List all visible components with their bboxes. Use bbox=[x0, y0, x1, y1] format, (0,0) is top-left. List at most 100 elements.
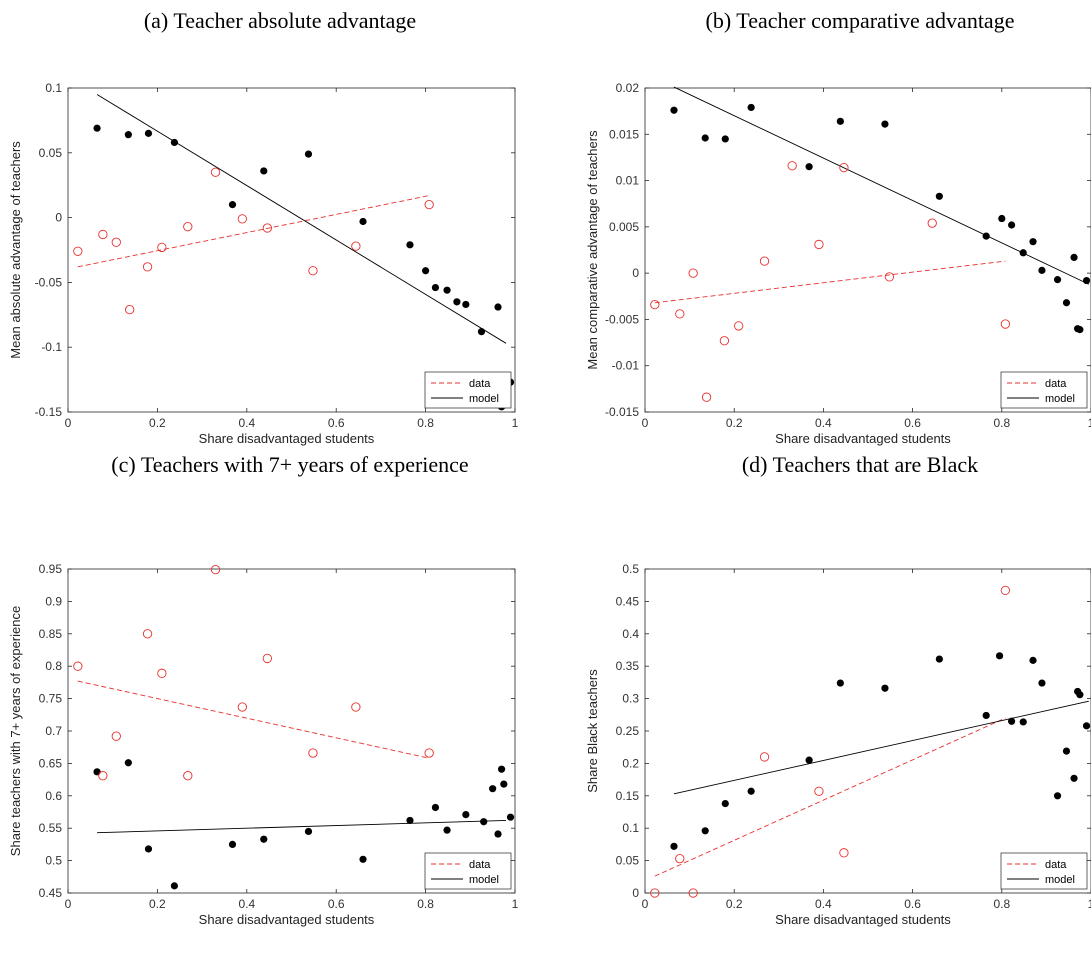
model-point bbox=[1008, 221, 1016, 229]
x-tick-label: 0.8 bbox=[993, 897, 1010, 911]
y-tick-label: 0.1 bbox=[622, 821, 639, 835]
model-point bbox=[359, 217, 367, 226]
y-axis-label: Share teachers with 7+ years of experien… bbox=[8, 606, 23, 856]
y-tick-label: 0 bbox=[55, 211, 62, 225]
x-tick-label: 0.8 bbox=[417, 897, 434, 911]
y-tick-label: 0.45 bbox=[39, 886, 63, 900]
y-tick-label: -0.005 bbox=[605, 312, 639, 326]
panel-c-title: (c) Teachers with 7+ years of experience bbox=[111, 452, 469, 477]
chart-panel-2: 0 0.2 0.4 0.6 0.8 1 0.45 0.5 0.55 0.6 0.65 0.7 0.75 0… bbox=[8, 562, 519, 927]
x-tick-label: 0.4 bbox=[815, 416, 832, 430]
x-tick-label: 0.4 bbox=[238, 416, 255, 430]
model-point bbox=[670, 842, 678, 850]
y-tick-label: 0.8 bbox=[45, 659, 62, 673]
plot-area-border bbox=[644, 87, 1091, 413]
y-tick-label: 0.4 bbox=[622, 627, 639, 641]
data-point bbox=[839, 162, 849, 173]
data-point bbox=[839, 848, 849, 858]
x-tick-label: 0.2 bbox=[149, 416, 166, 430]
y-tick-label: 0.015 bbox=[609, 127, 639, 141]
data-point bbox=[183, 771, 193, 781]
model-point bbox=[93, 124, 101, 132]
model-point bbox=[462, 300, 470, 309]
x-axis-label: Share disadvantaged students bbox=[199, 431, 375, 446]
model-point bbox=[982, 711, 990, 720]
model-point bbox=[935, 655, 943, 663]
model-point bbox=[935, 192, 943, 200]
model-point bbox=[462, 810, 470, 819]
data-fit-line bbox=[77, 680, 430, 759]
data-point bbox=[701, 392, 712, 402]
model-fit-line bbox=[97, 819, 507, 834]
data-point bbox=[351, 702, 361, 712]
y-tick-label: 0.45 bbox=[616, 594, 640, 608]
data-fit-line bbox=[77, 195, 430, 268]
data-fit-line bbox=[654, 260, 1006, 304]
model-point bbox=[1019, 718, 1027, 726]
model-point bbox=[1053, 792, 1062, 800]
model-point bbox=[304, 827, 313, 836]
panel-d-title: (d) Teachers that are Black bbox=[741, 452, 979, 477]
model-point bbox=[670, 106, 678, 114]
y-tick-label: 0.005 bbox=[609, 220, 639, 234]
y-tick-label: 0.9 bbox=[45, 594, 62, 608]
model-point bbox=[747, 787, 755, 795]
y-tick-label: 0.6 bbox=[45, 789, 62, 803]
data-point bbox=[424, 199, 434, 210]
x-axis-label: Share disadvantaged students bbox=[199, 912, 375, 927]
y-axis-label: Mean absolute advantage of teachers bbox=[8, 141, 23, 359]
model-point bbox=[805, 756, 813, 764]
model-point bbox=[1029, 656, 1037, 664]
model-point bbox=[93, 768, 101, 776]
model-point bbox=[144, 129, 153, 137]
y-tick-label: -0.1 bbox=[41, 340, 62, 354]
y-tick-label: 0.5 bbox=[45, 854, 62, 868]
model-fit-line bbox=[673, 86, 1089, 285]
data-point bbox=[157, 668, 167, 678]
model-point bbox=[228, 201, 237, 209]
model-point bbox=[422, 267, 430, 275]
legend-box bbox=[424, 852, 512, 890]
y-tick-label: 0.02 bbox=[616, 81, 640, 95]
x-tick-label: 1 bbox=[1088, 416, 1091, 430]
model-point bbox=[1062, 747, 1071, 755]
model-point bbox=[1070, 253, 1078, 262]
model-point bbox=[721, 799, 729, 808]
chart-panel-0: 0 0.2 0.4 0.6 0.8 1 -0.15 -0.1 -0.05 0 0.05 0.1 Shar… bbox=[8, 81, 519, 446]
data-point bbox=[814, 786, 824, 796]
model-point bbox=[506, 813, 515, 821]
y-tick-label: 0.15 bbox=[616, 789, 640, 803]
legend-data-label: data bbox=[1045, 378, 1067, 390]
data-point bbox=[111, 237, 121, 247]
data-point bbox=[183, 222, 193, 232]
data-point bbox=[73, 661, 83, 671]
x-tick-label: 0.4 bbox=[815, 897, 832, 911]
model-point bbox=[443, 826, 451, 834]
y-tick-label: 0.2 bbox=[622, 756, 639, 770]
x-tick-label: 1 bbox=[512, 416, 519, 430]
chart-panel-3: 0 0.2 0.4 0.6 0.8 1 0 0.05 0.1 0.15 0.2 0.25 0.3 0.35… bbox=[585, 562, 1091, 927]
data-point bbox=[734, 321, 744, 331]
model-point bbox=[144, 845, 153, 853]
y-tick-label: 0.05 bbox=[39, 146, 63, 160]
model-point bbox=[359, 855, 367, 863]
model-point bbox=[721, 135, 729, 143]
model-point bbox=[982, 232, 990, 240]
plot-area-border bbox=[644, 568, 1091, 894]
model-point bbox=[304, 150, 313, 158]
y-tick-label: 0.25 bbox=[616, 724, 640, 738]
x-tick-label: 0.2 bbox=[726, 897, 743, 911]
model-point bbox=[836, 117, 844, 125]
plot-area-border bbox=[67, 568, 516, 894]
data-point bbox=[111, 731, 121, 741]
data-point bbox=[98, 229, 108, 240]
x-axis-label: Share disadvantaged students bbox=[775, 912, 951, 927]
model-point bbox=[170, 882, 178, 890]
y-tick-label: 0.01 bbox=[616, 174, 640, 188]
data-point bbox=[210, 167, 221, 177]
data-point bbox=[237, 702, 247, 712]
x-tick-label: 1 bbox=[1088, 897, 1091, 911]
legend-data-label: data bbox=[1045, 859, 1067, 871]
model-point bbox=[701, 827, 709, 835]
